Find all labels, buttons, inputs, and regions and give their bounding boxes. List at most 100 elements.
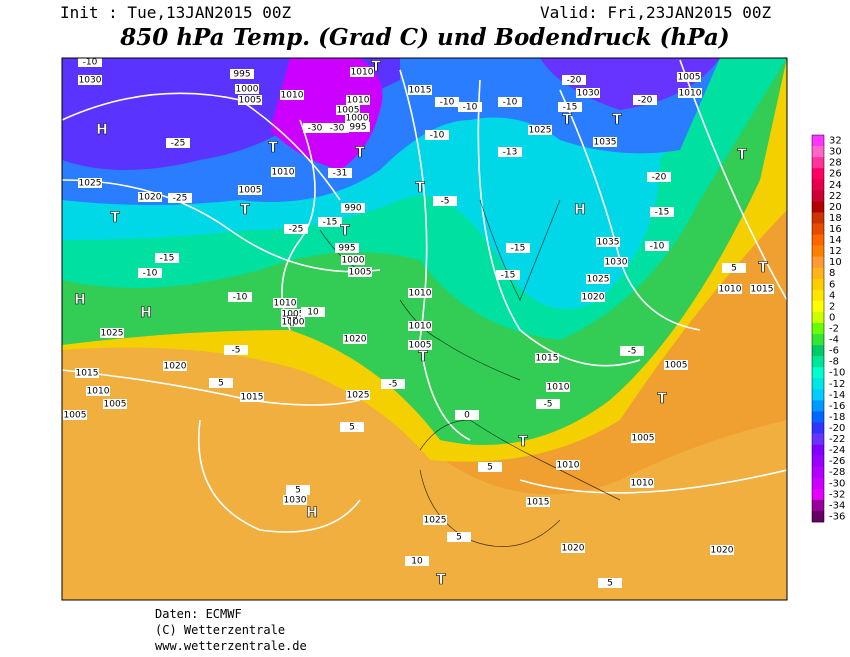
isobar-label: 1025 (101, 329, 124, 339)
isobar-label-bg (230, 69, 254, 79)
isotherm-label-bg (433, 196, 457, 206)
isobar-label-bg (581, 292, 605, 302)
isobar-label-bg (630, 478, 654, 488)
isobar-label: 1000 (236, 85, 259, 95)
legend-label: 28 (829, 158, 842, 169)
legend-label: 8 (829, 268, 835, 279)
legend-swatch (812, 422, 824, 434)
isotherm-label: -10 (430, 131, 445, 141)
isobar-label-bg (710, 545, 734, 555)
isobar-label-bg (348, 267, 372, 277)
isotherm-label: -10 (143, 269, 158, 279)
legend-swatch (812, 510, 824, 523)
isobar-label: 1000 (282, 318, 305, 328)
isobar-label: 1020 (582, 293, 605, 303)
isobar-label: 1025 (424, 516, 447, 526)
pressure-center: T (518, 434, 528, 450)
isobar-label-bg (235, 84, 259, 94)
isobar-label-bg (238, 185, 262, 195)
isobar-label-bg (604, 257, 628, 267)
isotherm-label-bg (722, 263, 746, 273)
isotherm-label-bg (496, 270, 520, 280)
isobar-label-bg (281, 317, 305, 327)
legend-swatch (812, 223, 824, 235)
legend-swatch (812, 190, 824, 202)
isobar-label-bg (664, 360, 688, 370)
pressure-center: T (371, 59, 381, 75)
isobar-label-bg (343, 334, 367, 344)
isobar-label: 1025 (79, 179, 102, 189)
isobar-label: 1010 (409, 289, 432, 299)
isobar-label-bg (138, 192, 162, 202)
legend-label: 12 (829, 246, 842, 257)
isobar-label-bg (546, 382, 570, 392)
legend-label: -10 (829, 368, 845, 379)
isotherm-label: -20 (567, 76, 582, 86)
legend-swatch (812, 278, 824, 291)
isotherm-label-bg (284, 224, 308, 234)
footer-data: Daten: ECMWF (155, 607, 242, 621)
isobar-label-bg (408, 85, 432, 95)
isobar-label: 1010 (409, 322, 432, 332)
pressure-center: T (268, 140, 278, 156)
legend-label: 32 (829, 136, 842, 147)
isotherm-label: 5 (456, 533, 462, 543)
isotherm-label-bg (78, 58, 102, 67)
isobar-label: 1010 (272, 168, 295, 178)
legend-swatch (812, 179, 824, 191)
isobar-label-bg (341, 203, 365, 213)
isobar-label: 1030 (605, 258, 628, 268)
isobar-label: 1015 (527, 498, 550, 508)
isobar-label: 995 (233, 70, 250, 80)
isobar-label-bg (677, 72, 701, 82)
isotherm-label: -15 (511, 244, 526, 254)
legend-swatch (812, 477, 824, 490)
isobar-label-bg (408, 288, 432, 298)
legend-label: 10 (829, 257, 842, 268)
isobar-label-bg (408, 321, 432, 331)
legend-swatch (812, 334, 824, 346)
pressure-center: H (574, 202, 586, 218)
legend-label: -16 (829, 401, 845, 412)
isobar-label-bg (273, 298, 297, 308)
legend-label: 18 (829, 213, 842, 224)
isobar-label-bg (336, 105, 360, 115)
pressure-center: T (287, 314, 297, 330)
legend-label: 24 (829, 180, 842, 191)
isobar-label-bg (561, 543, 585, 553)
pressure-center: T (418, 349, 428, 365)
isotherm-label-bg (166, 138, 190, 148)
isobar-label-bg (535, 353, 559, 363)
isobar-label: 1015 (241, 393, 264, 403)
isobar-label-bg (528, 125, 552, 135)
isobar-label: 1010 (351, 68, 374, 78)
legend-label: 26 (829, 169, 842, 180)
isotherm-label: -25 (171, 139, 186, 149)
isobar-label-bg (335, 243, 359, 253)
isotherm-label: -5 (232, 346, 241, 356)
isobar-label: 1005 (349, 268, 372, 278)
isobar-label: 1035 (594, 138, 617, 148)
isotherm-label: -10 (233, 293, 248, 303)
isotherm-label-bg (325, 123, 349, 133)
legend-label: -34 (829, 500, 845, 511)
map: 1030 1025 1020 1025 1020 1015 1010 1005 1005 1015… (62, 58, 787, 600)
isobar-label: 1030 (577, 89, 600, 99)
legend-label: -6 (829, 346, 839, 357)
isobar-label: 1005 (239, 96, 262, 106)
pressure-center: T (355, 145, 365, 161)
legend-label: -30 (829, 478, 845, 489)
isotherm-label: 5 (607, 579, 613, 589)
isotherm-label-bg (303, 123, 327, 133)
isobar-label: 1020 (164, 362, 187, 372)
legend-label: 14 (829, 235, 842, 246)
isotherm-label: -15 (501, 271, 516, 281)
pressure-center: H (140, 305, 152, 321)
isobar-label: 1005 (665, 361, 688, 371)
legend-label: 2 (829, 301, 835, 312)
isobar-label: 1005 (678, 73, 701, 83)
init-time: Init : Tue,13JAN2015 00Z (60, 3, 292, 22)
footer-url: www.wetterzentrale.de (155, 639, 307, 653)
legend-swatch (812, 234, 824, 246)
legend-label: -28 (829, 467, 845, 478)
